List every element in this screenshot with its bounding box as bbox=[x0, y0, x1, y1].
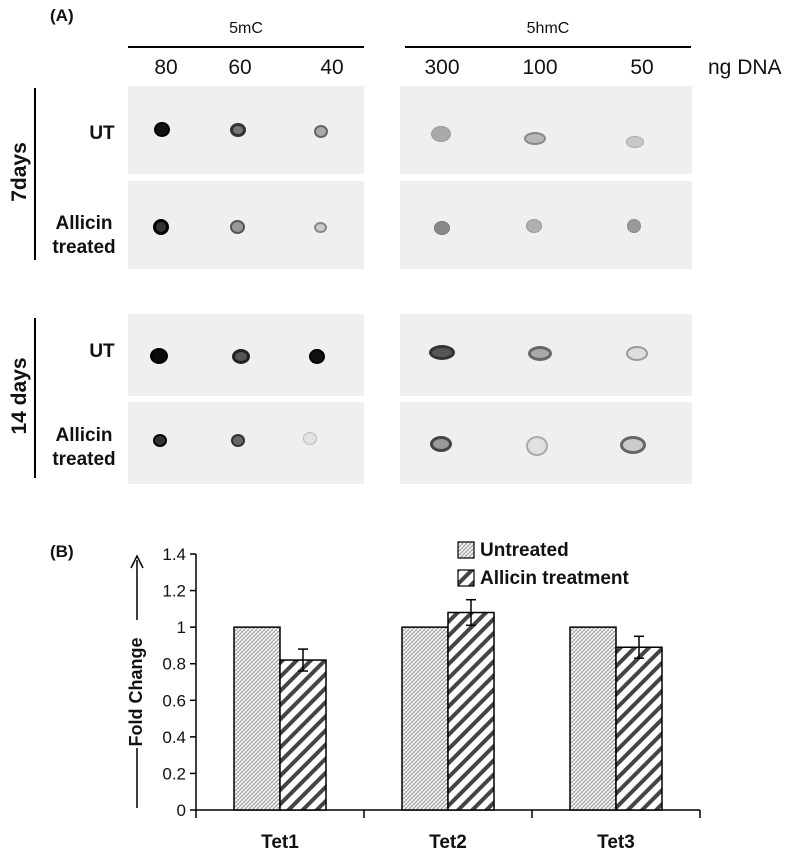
panel-a-label: (A) bbox=[50, 6, 74, 25]
concentration-label: 80 bbox=[154, 56, 178, 79]
legend-label: Allicin treatment bbox=[480, 568, 630, 589]
y-tick-label: 0.4 bbox=[162, 728, 186, 747]
concentration-label: 40 bbox=[320, 56, 344, 79]
blot-dot bbox=[526, 436, 548, 456]
x-tick-label: Tet3 bbox=[597, 832, 635, 853]
bar bbox=[233, 626, 281, 811]
blot-membrane bbox=[128, 181, 364, 269]
blot-dot bbox=[526, 219, 542, 233]
row-label-line: Allicin bbox=[55, 213, 113, 234]
row-label-line: treated bbox=[52, 449, 116, 470]
unit-label: ng DNA bbox=[708, 56, 782, 79]
bar bbox=[279, 659, 327, 811]
blot-dot bbox=[314, 222, 327, 233]
blot-dot bbox=[626, 136, 644, 148]
blot-dot bbox=[626, 346, 648, 361]
time-bracket-7days bbox=[34, 88, 36, 260]
row-label-allicin-treated: Allicin treated bbox=[44, 424, 124, 472]
group-underline-5hmc bbox=[405, 46, 691, 48]
bar bbox=[447, 611, 495, 811]
y-title-arrow-head bbox=[130, 554, 144, 569]
time-label-14days: 14 days bbox=[8, 357, 31, 435]
blot-dot bbox=[230, 220, 245, 234]
blot-dot bbox=[429, 345, 455, 360]
row-label-line: Allicin bbox=[55, 425, 113, 446]
blot-dot bbox=[230, 123, 246, 137]
blot-membrane bbox=[128, 314, 364, 396]
blot-dot bbox=[153, 219, 169, 235]
blot-dot bbox=[434, 221, 450, 235]
blot-membrane bbox=[128, 402, 364, 484]
fold-change-chart: 0 0.2 0.4 0.6 0.8 1 1.2 1.4 Tet1 Tet2 Tet3 Fold Cha… bbox=[126, 540, 701, 853]
row-label-ut: UT bbox=[89, 341, 115, 362]
y-tick-label: 0.8 bbox=[162, 655, 186, 674]
concentration-label: 60 bbox=[228, 56, 252, 79]
blot-membrane bbox=[400, 402, 692, 484]
y-tick-label: 1.4 bbox=[162, 545, 186, 564]
blot-membrane bbox=[400, 181, 692, 269]
concentration-label: 50 bbox=[630, 56, 654, 79]
time-label-7days: 7days bbox=[8, 142, 31, 202]
blot-dot bbox=[154, 122, 170, 137]
y-tick-label: 1.2 bbox=[162, 582, 186, 601]
blot-dot bbox=[528, 346, 552, 361]
row-label-ut: UT bbox=[89, 123, 115, 144]
blot-dot bbox=[150, 348, 168, 364]
blot-dot bbox=[430, 436, 452, 452]
blot-dot bbox=[627, 219, 641, 233]
blot-dot bbox=[231, 434, 245, 447]
blot-dot bbox=[314, 125, 328, 138]
row-label-line: treated bbox=[52, 237, 116, 258]
blot-dot bbox=[303, 432, 317, 445]
group-label-5mc: 5mC bbox=[229, 20, 263, 37]
blot-dot bbox=[153, 434, 167, 447]
blot-dot bbox=[431, 126, 451, 142]
bar bbox=[615, 646, 663, 811]
y-tick-label: 0 bbox=[177, 801, 186, 820]
blot-dot bbox=[309, 349, 325, 364]
x-tick-label: Tet1 bbox=[261, 832, 299, 853]
concentration-label: 100 bbox=[522, 56, 558, 79]
legend-swatch bbox=[457, 541, 475, 559]
blot-membrane bbox=[128, 86, 364, 174]
blot-membrane bbox=[400, 86, 692, 174]
bar bbox=[569, 626, 617, 811]
legend-label: Untreated bbox=[480, 540, 569, 561]
blot-dot bbox=[524, 132, 546, 145]
y-tick-label: 0.2 bbox=[162, 764, 186, 783]
y-axis-title: Fold Change bbox=[126, 638, 146, 747]
concentration-label: 300 bbox=[424, 56, 460, 79]
blot-dot bbox=[620, 436, 646, 454]
panel-b-label: (B) bbox=[50, 542, 74, 561]
y-tick-label: 0.6 bbox=[162, 691, 186, 710]
x-tick-label: Tet2 bbox=[429, 832, 467, 853]
group-underline-5mc bbox=[128, 46, 364, 48]
bar bbox=[401, 626, 449, 811]
y-tick-label: 1 bbox=[177, 618, 186, 637]
legend-swatch bbox=[457, 569, 475, 587]
blot-dot bbox=[232, 349, 250, 364]
blot-membrane bbox=[400, 314, 692, 396]
row-label-allicin-treated: Allicin treated bbox=[44, 212, 124, 260]
time-bracket-14days bbox=[34, 318, 36, 478]
group-label-5hmc: 5hmC bbox=[526, 20, 570, 37]
